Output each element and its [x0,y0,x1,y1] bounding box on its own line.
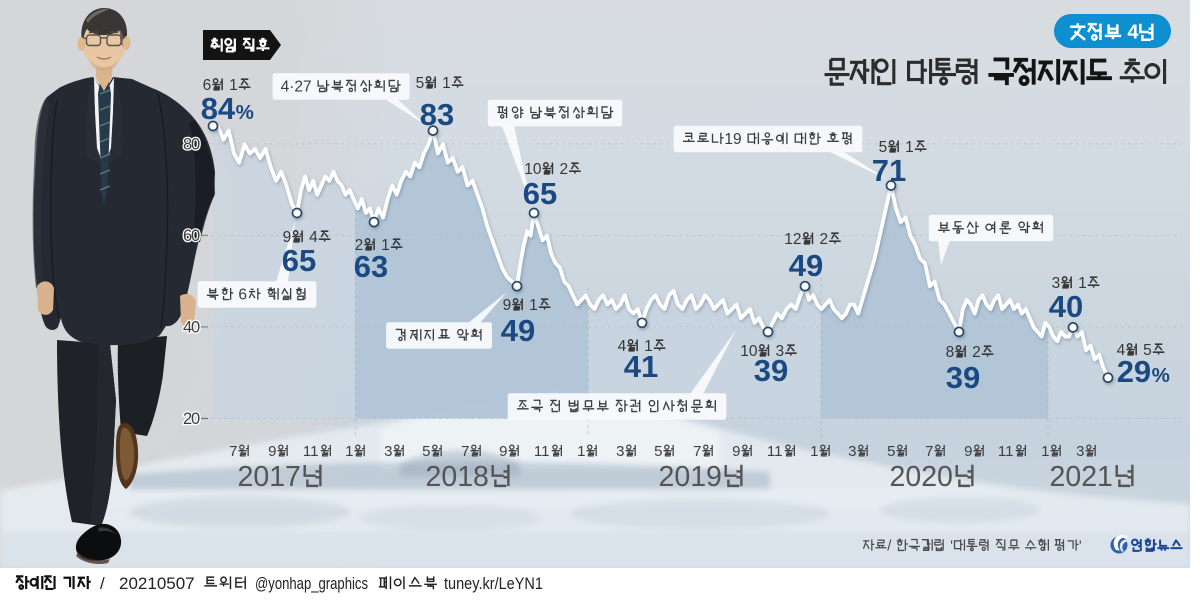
svg-text:60: 60 [183,227,200,245]
svg-text:9: 9 [732,443,740,460]
svg-text:1: 1 [438,75,451,92]
svg-text:4: 4 [1117,342,1126,359]
svg-text:63: 63 [354,249,388,284]
svg-text:9: 9 [268,443,276,460]
svg-text:': ' [1079,538,1082,555]
svg-text:7: 7 [693,443,701,460]
svg-text:11: 11 [998,443,1014,460]
svg-text:3: 3 [616,443,624,460]
svg-text:%: % [236,101,254,124]
svg-text:39: 39 [946,360,980,395]
svg-text:10: 10 [740,343,758,360]
svg-text:10: 10 [524,161,542,178]
svg-text:2020: 2020 [890,461,953,493]
svg-text:2: 2 [355,237,364,254]
svg-text:9: 9 [503,297,512,314]
svg-text:/: / [887,538,895,555]
svg-text:49: 49 [789,248,823,283]
svg-text:7: 7 [461,443,469,460]
svg-text:4·27: 4·27 [281,79,316,96]
svg-text:9: 9 [964,443,972,460]
svg-text:9: 9 [499,443,507,460]
svg-text:11: 11 [534,443,550,460]
svg-text:1: 1 [1041,443,1049,460]
svg-text:2017: 2017 [238,461,301,493]
svg-text:3: 3 [1076,443,1084,460]
svg-text:': ' [950,538,953,555]
svg-text:39: 39 [754,353,788,388]
svg-text:83: 83 [420,97,454,132]
svg-text:5: 5 [1139,342,1152,359]
svg-text:5: 5 [422,443,430,460]
svg-text:7: 7 [925,443,933,460]
svg-text:1: 1 [225,77,238,94]
svg-text:4: 4 [618,338,627,355]
svg-text:2: 2 [968,344,981,361]
svg-text:1: 1 [377,237,390,254]
svg-text:11: 11 [767,443,783,460]
svg-text:1: 1 [525,297,538,314]
svg-text:5: 5 [654,443,662,460]
svg-text:80: 80 [183,135,200,153]
svg-text:1: 1 [901,139,914,156]
svg-text:1: 1 [810,443,818,460]
svg-text:6: 6 [203,77,212,94]
svg-text:/: / [100,574,105,593]
svg-text:40: 40 [183,318,200,336]
svg-text:1: 1 [577,443,585,460]
svg-text:tuney.kr/LeYN1: tuney.kr/LeYN1 [444,574,543,593]
svg-text:2: 2 [815,231,828,248]
svg-text:%: % [1152,364,1170,387]
svg-text:5: 5 [416,75,425,92]
svg-text:3: 3 [384,443,392,460]
svg-text:20: 20 [183,410,200,428]
svg-text:5: 5 [887,443,895,460]
svg-text:3: 3 [848,443,856,460]
svg-text:49: 49 [501,313,535,348]
svg-text:1: 1 [1074,275,1087,292]
svg-text:20210507: 20210507 [119,574,195,593]
svg-text:5: 5 [879,139,888,156]
svg-text:3: 3 [1052,275,1061,292]
svg-text:29: 29 [1117,354,1151,389]
svg-text:12: 12 [784,231,801,248]
svg-text:@yonhap_graphics: @yonhap_graphics [255,574,368,593]
svg-text:65: 65 [523,176,557,211]
svg-text:4: 4 [305,229,318,246]
svg-text:41: 41 [624,349,658,384]
svg-text:6: 6 [234,287,247,304]
svg-text:2019: 2019 [659,461,722,493]
svg-text:1: 1 [345,443,353,460]
svg-text:2: 2 [555,161,568,178]
svg-text:11: 11 [303,443,319,460]
svg-text:9: 9 [283,229,292,246]
svg-text:65: 65 [282,243,316,278]
svg-text:84: 84 [201,91,236,126]
svg-text:40: 40 [1049,289,1083,324]
svg-text:2021: 2021 [1050,461,1113,493]
svg-text:71: 71 [872,153,906,188]
svg-text:19: 19 [724,131,746,148]
svg-text:2018: 2018 [426,461,489,493]
svg-text:7: 7 [229,443,237,460]
svg-text:1: 1 [640,338,653,355]
svg-text:3: 3 [771,343,784,360]
svg-text:8: 8 [946,344,955,361]
svg-text:4: 4 [1122,22,1140,44]
